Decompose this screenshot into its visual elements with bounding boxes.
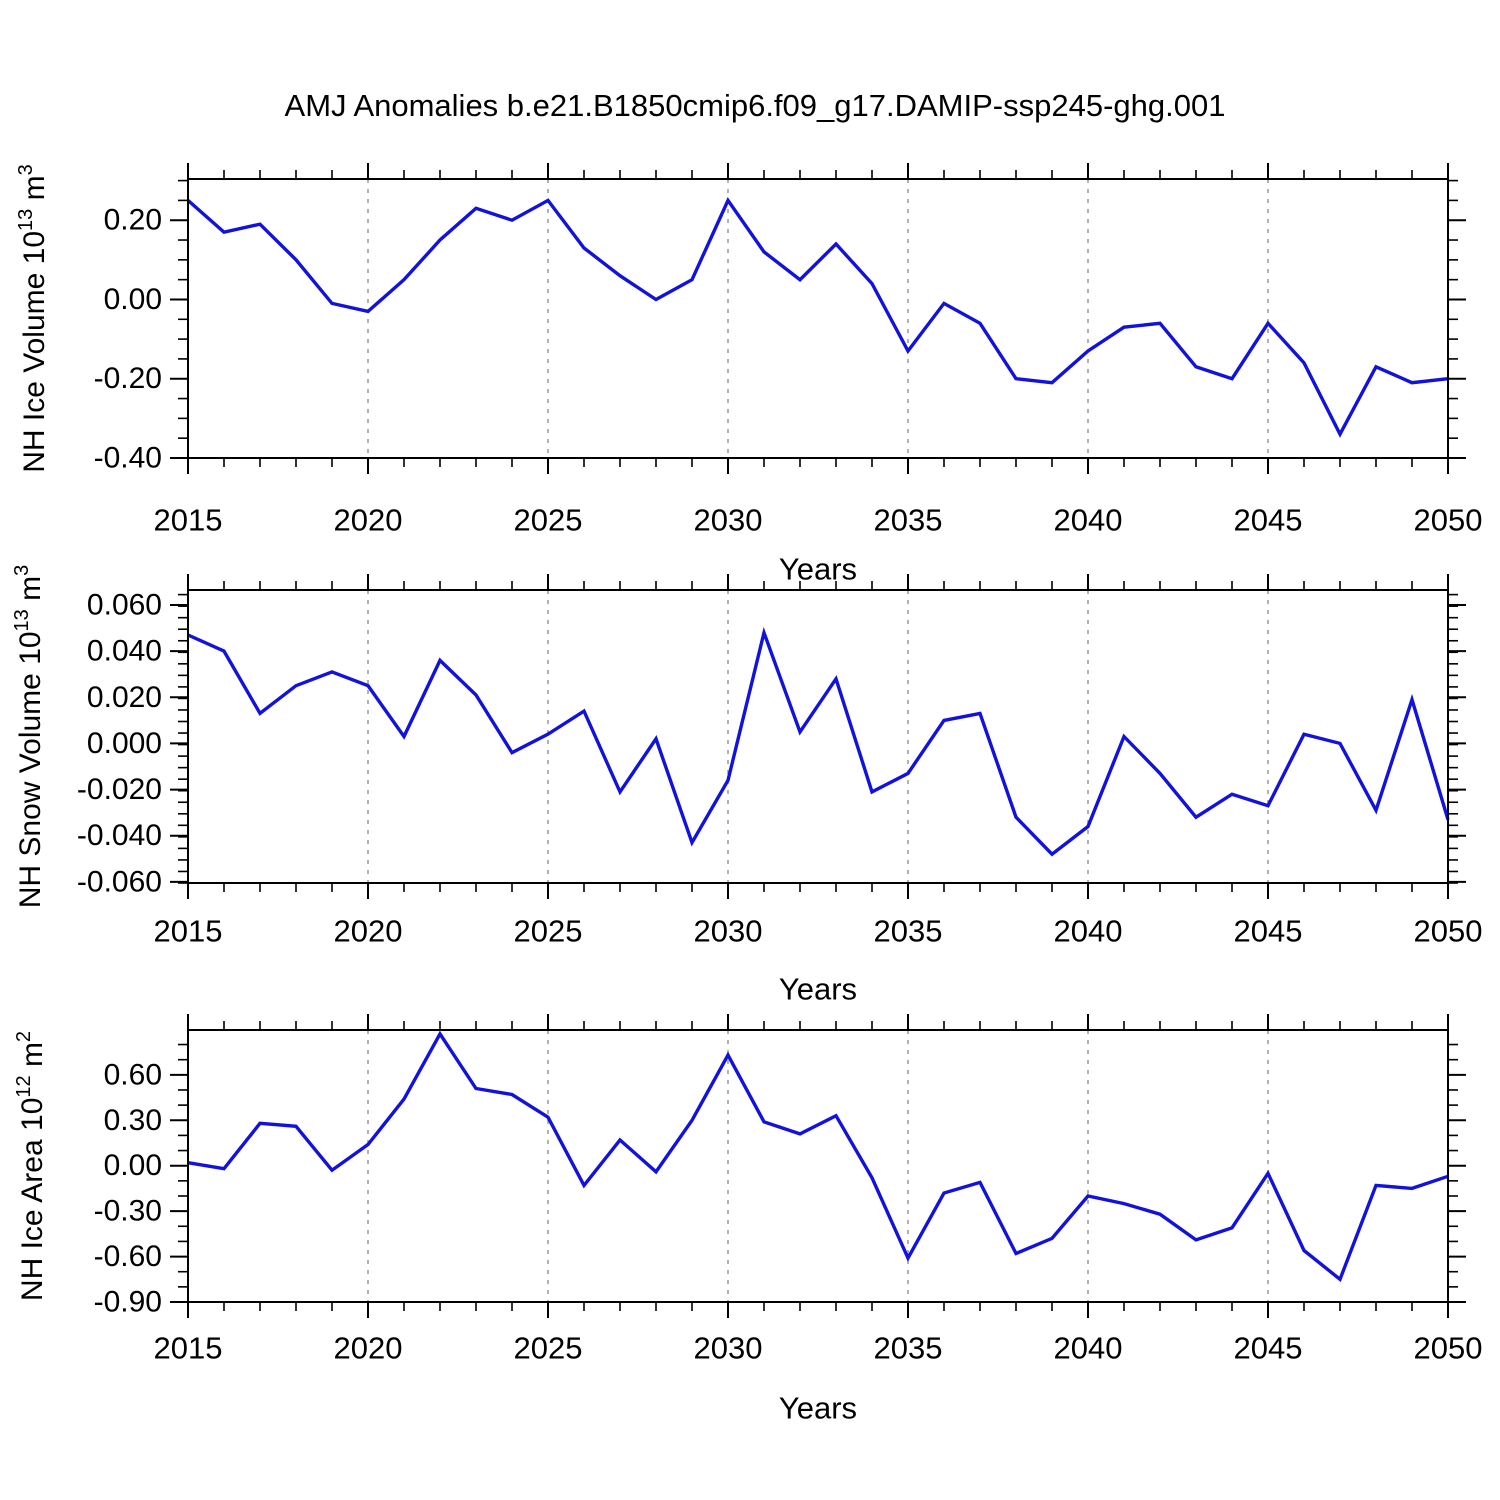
y-tick-label: -0.40 [94,442,162,475]
y-tick-label: 0.30 [104,1104,162,1137]
x-axis-title: Years [779,972,857,1007]
x-axis-title: Years [779,1391,857,1426]
y-tick-label: 0.020 [87,681,162,714]
x-tick-label: 2045 [1234,503,1303,538]
panel-frame [187,589,1449,884]
y-tick-label: -0.90 [94,1286,162,1319]
x-tick-label: 2030 [694,1331,763,1366]
x-tick-label: 2025 [514,914,583,949]
panel-2: 0.060 0.040 0.020 0.000 -0.020 -0.040 -0.060 20… [11,565,1482,1007]
panel-frame [187,178,1449,459]
y-tick-label: 0.00 [104,283,162,316]
panel-frame [187,1029,1449,1303]
y-tick-label: -0.020 [77,773,162,806]
x-tick-label: 2050 [1414,914,1483,949]
y-axis-title: NH Snow Volume 1013 m3 [11,565,47,909]
series-line-2 [187,626,1450,857]
x-tick-label: 2015 [154,1331,223,1366]
panel-1: 0.20 0.00 -0.20 -0.40 2015 2020 2025 2030 2035 20… [15,163,1482,587]
y-tick-label: 0.60 [104,1058,162,1091]
y-tick-label: -0.20 [94,362,162,395]
x-tick-label: 2050 [1414,503,1483,538]
x-tick-label: 2020 [334,1331,403,1366]
y-tick-label: 0.00 [104,1149,162,1182]
x-tick-label: 2015 [154,914,223,949]
y-tick-label: 0.000 [87,727,162,760]
panel-3: 0.60 0.30 0.00 -0.30 -0.60 -0.90 2015 2020 2025 2… [13,1014,1482,1426]
x-axis-title: Years [779,552,857,587]
x-tick-label: 2030 [694,503,763,538]
x-tick-label: 2025 [514,503,583,538]
x-tick-label: 2025 [514,1331,583,1366]
x-tick-label: 2050 [1414,1331,1483,1366]
y-tick-label: 0.040 [87,635,162,668]
x-tick-label: 2020 [334,914,403,949]
y-tick-label: -0.060 [77,865,162,898]
x-tick-label: 2035 [874,1331,943,1366]
y-tick-label: -0.60 [94,1240,162,1273]
x-tick-label: 2020 [334,503,403,538]
y-tick-label: 0.20 [104,204,162,237]
x-tick-label: 2045 [1234,914,1303,949]
chart-title: AMJ Anomalies b.e21.B1850cmip6.f09_g17.D… [284,88,1226,123]
series-line-1 [186,196,1449,438]
x-tick-label: 2015 [154,503,223,538]
x-tick-label: 2030 [694,914,763,949]
y-axis-title: NH Ice Area 1012 m2 [13,1031,49,1301]
x-tick-label: 2040 [1054,503,1123,538]
y-tick-label: -0.040 [77,819,162,852]
series-line-3 [187,1030,1449,1283]
x-tick-label: 2040 [1054,914,1123,949]
x-tick-label: 2035 [874,914,943,949]
y-tick-label: 0.060 [87,588,162,621]
x-tick-label: 2045 [1234,1331,1303,1366]
x-tick-label: 2040 [1054,1331,1123,1366]
y-axis-title: NH Ice Volume 1013 m3 [15,164,51,473]
x-tick-label: 2035 [874,503,943,538]
y-tick-label: -0.30 [94,1195,162,1228]
